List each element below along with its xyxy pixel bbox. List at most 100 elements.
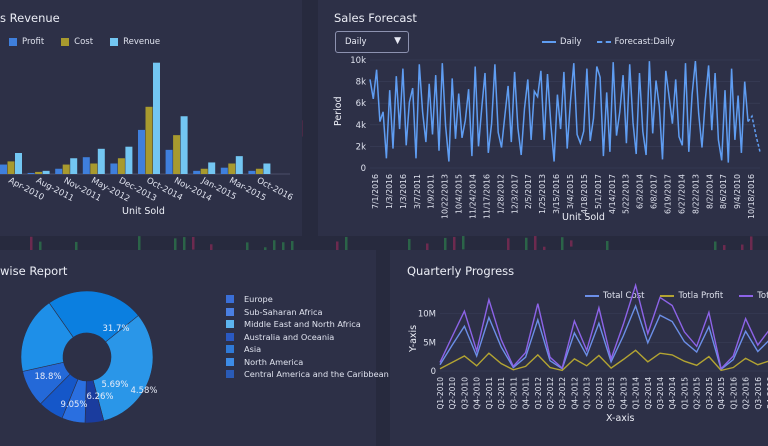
legend-label: Middle East and North Africa bbox=[244, 319, 361, 330]
sales-forecast-legend: Daily Forecast:Daily bbox=[542, 37, 675, 47]
series-line-total-cost bbox=[439, 303, 768, 371]
legend-swatch-revenue bbox=[110, 38, 119, 46]
legend-swatch bbox=[226, 345, 234, 354]
sales-forecast-title: Sales Forecast bbox=[334, 11, 417, 25]
x-tick-label: Q3-2012 bbox=[558, 377, 567, 410]
bar-revenue bbox=[125, 146, 133, 174]
background-candle bbox=[174, 238, 177, 253]
bar-cost bbox=[228, 163, 236, 174]
legend-item-north-america[interactable]: North America bbox=[226, 356, 389, 369]
y-tick-label: 10M bbox=[418, 310, 436, 320]
x-tick-label: Q4-2011 bbox=[522, 377, 531, 410]
x-tick-label: Q1-2011 bbox=[485, 377, 494, 410]
bar-revenue bbox=[153, 62, 160, 174]
x-tick-label: Q3-2010 bbox=[460, 377, 469, 410]
legend-item-europe[interactable]: Europe bbox=[226, 293, 389, 306]
x-tick-label: 8/6/2017 bbox=[719, 174, 728, 209]
bar-profit bbox=[82, 157, 90, 174]
x-tick-label: 1/9/2011 bbox=[427, 174, 436, 209]
x-tick-label: 10/22/2013 bbox=[441, 174, 450, 219]
bar-profit bbox=[138, 129, 145, 174]
quarterly-progress-x-axis-title: X-axis bbox=[606, 413, 635, 424]
legend-label: Sub-Saharan Africa bbox=[244, 306, 323, 317]
x-tick-label: 10/18/2016 bbox=[747, 174, 756, 219]
legend-label-total-cost[interactable]: Total Cost bbox=[603, 291, 645, 301]
y-tick-label: 8k bbox=[356, 78, 366, 88]
background-candle bbox=[282, 242, 285, 251]
legend-label-total-revenue[interactable]: Total R bbox=[757, 291, 768, 301]
bar-profit bbox=[248, 170, 256, 174]
x-tick-label: 2/5/2017 bbox=[524, 174, 533, 209]
y-tick-label: 5M bbox=[423, 338, 436, 348]
legend-item-australia[interactable]: Australia and Oceania bbox=[226, 331, 389, 344]
legend-item-middle-east[interactable]: Middle East and North Africa bbox=[226, 318, 389, 331]
background-candle bbox=[408, 239, 411, 259]
series-line-forecast bbox=[747, 114, 761, 152]
y-tick-label: 6k bbox=[356, 99, 366, 109]
x-tick-label: Q4-2014 bbox=[668, 377, 677, 410]
sales-forecast-y-axis-title: Period bbox=[333, 96, 344, 126]
bar-profit bbox=[0, 164, 7, 174]
x-tick-label: Q2-2016 bbox=[742, 377, 751, 410]
background-candle bbox=[183, 237, 186, 259]
legend-label-cost[interactable]: Cost bbox=[74, 37, 94, 47]
legend-swatch bbox=[226, 295, 234, 304]
series-line-totla-profit bbox=[439, 349, 768, 372]
sales-forecast-x-axis-title: Unit Sold bbox=[562, 212, 605, 223]
sales-revenue-bar-chart: Apr-2010Aug-2011Nov-2011May-2012Dec-2013… bbox=[0, 62, 294, 204]
y-tick-label: 0 bbox=[431, 367, 436, 377]
x-tick-label: 7/1/2016 bbox=[371, 174, 380, 209]
bar-cost bbox=[117, 158, 125, 174]
region-report-title: wise Report bbox=[0, 264, 68, 278]
bar-profit bbox=[165, 149, 173, 174]
background-candle bbox=[273, 240, 276, 252]
series-line-total-r bbox=[439, 282, 768, 371]
legend-label-daily[interactable]: Daily bbox=[560, 37, 582, 47]
background-candle bbox=[714, 241, 717, 255]
background-candle bbox=[525, 237, 528, 260]
legend-swatch bbox=[226, 370, 234, 379]
x-tick-label: 1/3/2016 bbox=[385, 174, 394, 209]
x-tick-label: Q1-2016 bbox=[729, 377, 738, 410]
legend-label-revenue[interactable]: Revenue bbox=[123, 37, 161, 47]
region-report-panel: wise Report 23.9%31.7%4.58%5.69%6.26%9.0… bbox=[0, 250, 376, 446]
x-tick-label: Q3-2016 bbox=[754, 377, 763, 410]
bar-profit bbox=[55, 168, 63, 174]
legend-item-sub-saharan-africa[interactable]: Sub-Saharan Africa bbox=[226, 306, 389, 319]
background-candle bbox=[741, 244, 744, 255]
bar-revenue bbox=[42, 170, 50, 174]
bar-cost bbox=[35, 171, 43, 174]
chevron-down-icon: ▼ bbox=[394, 36, 401, 46]
legend-item-central-america[interactable]: Central America and the Caribbean bbox=[226, 368, 389, 381]
bar-revenue bbox=[180, 116, 188, 174]
x-tick-label: Q2-2015 bbox=[693, 377, 702, 410]
bar-cost bbox=[255, 168, 263, 174]
legend-line-daily bbox=[542, 41, 556, 43]
x-tick-label: 6/27/2014 bbox=[677, 174, 686, 214]
donut-data-label: 6.26% bbox=[86, 392, 113, 402]
x-tick-label: Q2-2011 bbox=[497, 377, 506, 410]
legend-line-total-profit bbox=[660, 295, 675, 297]
legend-label-profit[interactable]: Profit bbox=[22, 37, 45, 47]
x-tick-label: Q2-2013 bbox=[595, 377, 604, 410]
legend-label-total-profit[interactable]: Totla Profit bbox=[678, 291, 724, 301]
bar-revenue bbox=[263, 163, 271, 174]
x-tick-label: Q3-2011 bbox=[509, 377, 518, 410]
background-candle bbox=[462, 236, 465, 250]
background-candle bbox=[291, 241, 294, 256]
legend-item-asia[interactable]: Asia bbox=[226, 343, 389, 356]
legend-label: Central America and the Caribbean bbox=[244, 369, 389, 380]
x-tick-label: 3/4/2015 bbox=[566, 174, 575, 209]
x-tick-label: 9/4/2010 bbox=[733, 174, 742, 209]
sales-revenue-panel: s Revenue Profit Cost Revenue Apr-2010 Au… bbox=[0, 0, 302, 236]
y-tick-label: 2k bbox=[356, 142, 366, 152]
legend-label-forecast[interactable]: Forecast:Daily bbox=[614, 37, 675, 47]
bar-revenue bbox=[15, 153, 22, 174]
x-tick-label: Q1-2012 bbox=[534, 377, 543, 410]
x-tick-label: Q1-2013 bbox=[583, 377, 592, 410]
forecast-period-dropdown[interactable]: Daily ▼ bbox=[335, 31, 409, 53]
x-tick-label: 11/17/2016 bbox=[482, 174, 491, 219]
x-tick-label: Q4-2015 bbox=[717, 377, 726, 410]
bar-revenue bbox=[208, 162, 216, 174]
